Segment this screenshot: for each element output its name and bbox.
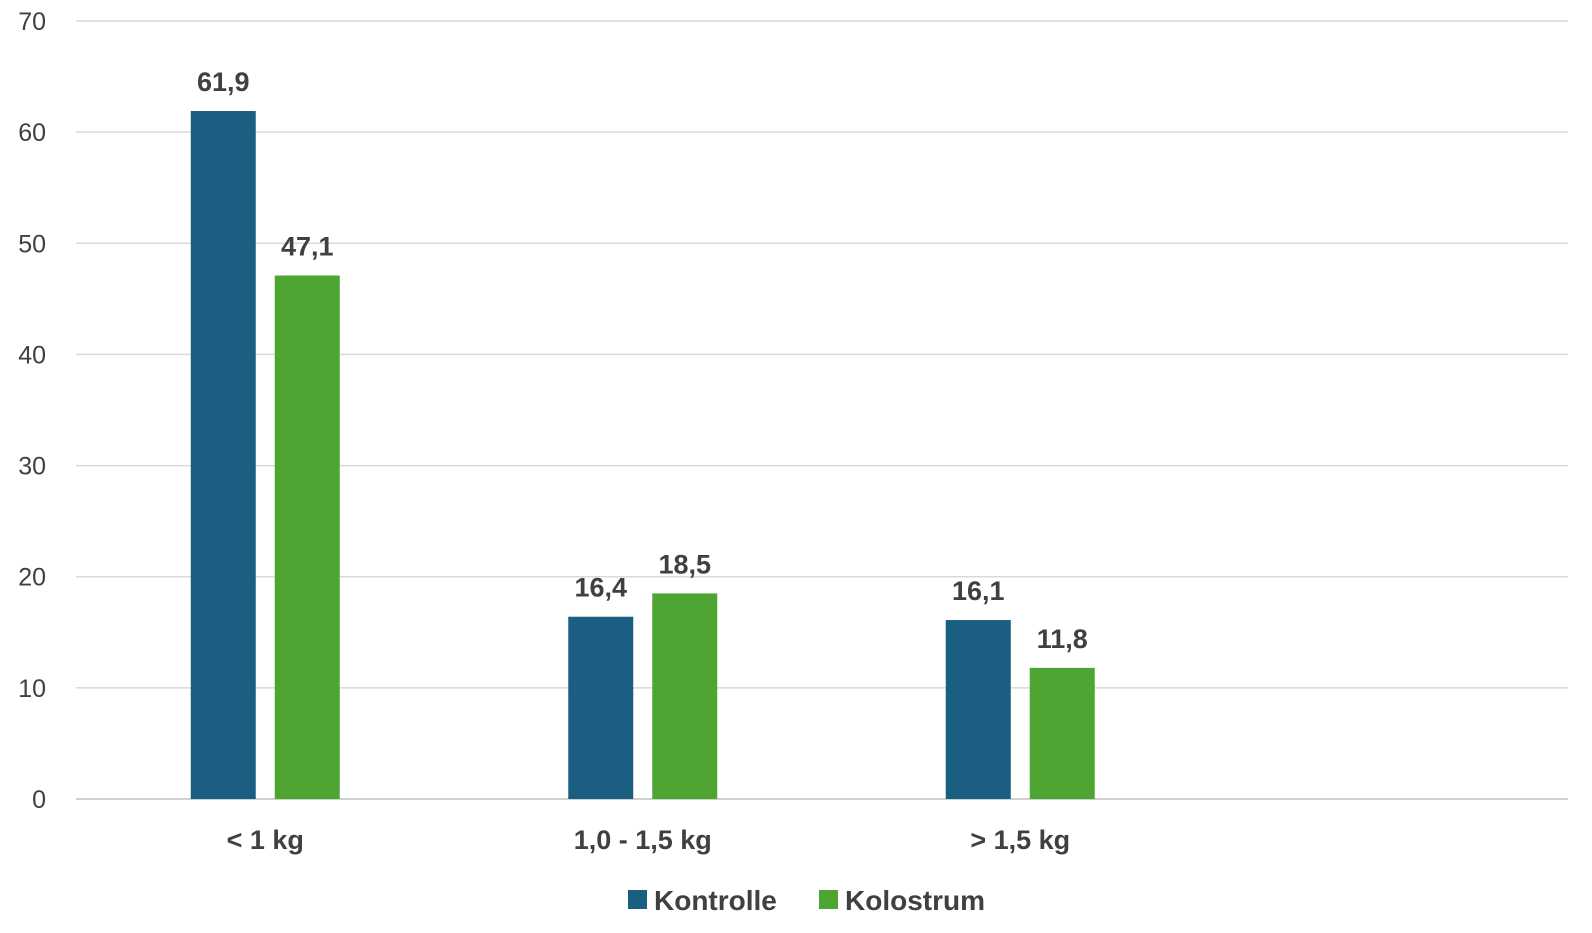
x-axis-tick-labels: < 1 kg 1,0 - 1,5 kg > 1,5 kg [227, 825, 1071, 855]
y-tick-label: 60 [18, 119, 46, 147]
data-label: 16,4 [574, 573, 627, 603]
bar-kolostrum [1029, 667, 1095, 799]
y-tick-label: 30 [18, 453, 46, 481]
bar-kolostrum [274, 275, 340, 799]
legend-label-kolostrum: Kolostrum [845, 885, 985, 916]
bar-kontrolle [568, 616, 634, 799]
y-tick-label: 20 [18, 564, 46, 592]
y-axis-tick-labels: 0 10 20 30 40 50 60 70 [18, 8, 46, 814]
y-tick-label: 40 [18, 341, 46, 369]
bar-kontrolle [945, 620, 1011, 799]
x-tick-label: 1,0 - 1,5 kg [574, 825, 712, 855]
data-label: 61,9 [197, 67, 250, 97]
bar-kolostrum [652, 593, 718, 799]
data-label: 18,5 [658, 549, 711, 579]
y-tick-label: 50 [18, 230, 46, 258]
x-tick-label: < 1 kg [227, 825, 304, 855]
legend-swatch-kontrolle [628, 890, 647, 909]
legend: Kontrolle Kolostrum [628, 885, 985, 916]
data-labels: 61,9 47,1 16,4 18,5 16,1 11,8 [197, 67, 1088, 654]
bars [190, 111, 1095, 800]
bar-kontrolle [190, 111, 256, 800]
y-tick-label: 10 [18, 675, 46, 703]
y-tick-label: 0 [32, 786, 46, 814]
x-tick-label: > 1,5 kg [970, 825, 1070, 855]
y-tick-label: 70 [18, 8, 46, 36]
data-label: 16,1 [952, 576, 1005, 606]
legend-label-kontrolle: Kontrolle [654, 885, 777, 916]
data-label: 47,1 [281, 232, 334, 262]
legend-swatch-kolostrum [819, 890, 838, 909]
data-label: 11,8 [1037, 624, 1088, 654]
